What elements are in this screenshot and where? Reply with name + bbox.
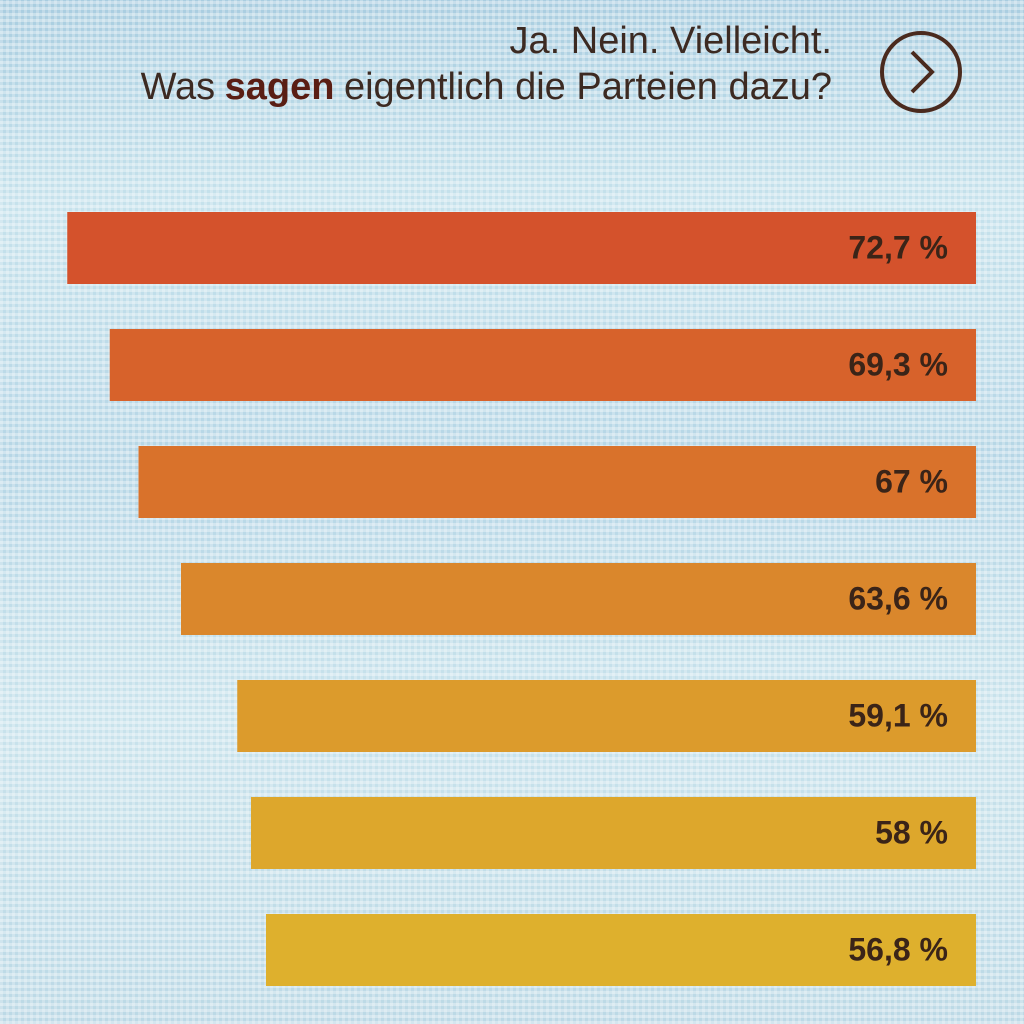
bar: [266, 914, 976, 986]
subtitle-part: eigentlich die Parteien dazu?: [343, 66, 832, 108]
bar: [138, 446, 976, 518]
value-label: 56,8 %: [848, 931, 948, 967]
header: Ja. Nein. Vielleicht. Was sagen eigentlich…: [131, 18, 832, 110]
value-label: 67 %: [875, 463, 948, 499]
chart-subtitle: Was sagen eigentlich die Parteien dazu?: [131, 64, 832, 110]
bar: [237, 680, 976, 752]
button-arrow[interactable]: [910, 50, 935, 94]
subtitle-part: Was: [140, 66, 216, 108]
next-button[interactable]: [880, 31, 962, 113]
value-label: 69,3 %: [848, 346, 948, 382]
button-circle[interactable]: [880, 31, 962, 113]
bar: [67, 212, 976, 284]
bar: [251, 797, 976, 869]
chart-title: Ja. Nein. Vielleicht.: [509, 20, 832, 62]
value-label: 63,6 %: [848, 580, 948, 616]
value-label: 58 %: [875, 814, 948, 850]
subtitle-part: sagen: [224, 66, 335, 108]
bar: [181, 563, 976, 635]
bar: [109, 329, 976, 401]
value-label: 72,7 %: [848, 229, 948, 265]
value-label: 59,1 %: [848, 697, 948, 733]
